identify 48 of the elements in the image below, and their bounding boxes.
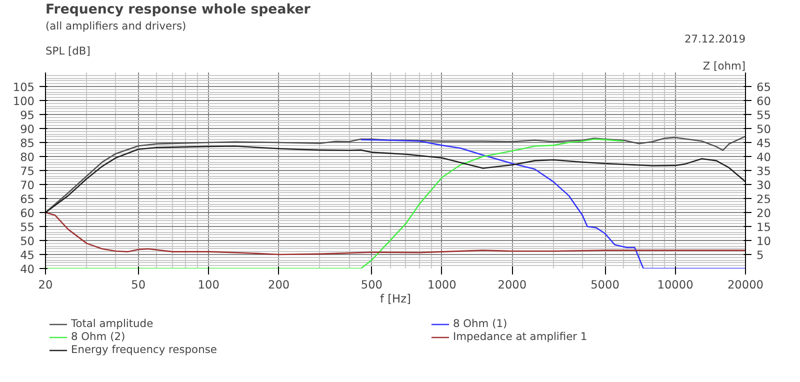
y-tick-label: 75 xyxy=(20,164,35,178)
x-tick-label: 20 xyxy=(38,278,53,292)
legend-label: Total amplitude xyxy=(71,317,154,330)
y-tick-label: 80 xyxy=(20,150,35,164)
y-tick-label: 65 xyxy=(20,192,35,206)
x-tick-label: 10000 xyxy=(657,278,694,292)
y2-tick-label: 65 xyxy=(756,80,771,94)
y-tick-label: 90 xyxy=(20,122,35,136)
x-tick-label: 500 xyxy=(360,278,382,292)
x-tick-label: 100 xyxy=(198,278,220,292)
chart-subtitle: (all amplifiers and drivers) xyxy=(46,20,186,32)
legend-label: Energy frequency response xyxy=(71,343,218,356)
y2-tick-label: 30 xyxy=(756,178,771,192)
x-axis-title: f [Hz] xyxy=(380,292,411,306)
y2-tick-label: 25 xyxy=(756,192,771,206)
y-tick-label: 50 xyxy=(20,234,35,248)
x-tick-label: 20000 xyxy=(727,278,764,292)
y2-tick-label: 50 xyxy=(756,122,771,136)
x-tick-label: 200 xyxy=(268,278,290,292)
y2-tick-label: 15 xyxy=(756,220,771,234)
y-tick-label: 105 xyxy=(12,80,35,94)
text: 27.12.2019 xyxy=(684,32,746,46)
y2-tick-label: 10 xyxy=(756,234,771,248)
y2-axis-title: Z [ohm] xyxy=(702,60,746,72)
y-tick-label: 70 xyxy=(20,178,35,192)
x-tick-label: 2000 xyxy=(498,278,527,292)
y2-tick-label: 20 xyxy=(756,206,771,220)
y2-tick-label: 55 xyxy=(756,108,771,122)
legend-label: 8 Ohm (2) xyxy=(71,330,126,343)
y-tick-label: 55 xyxy=(20,220,35,234)
y-tick-label: 100 xyxy=(12,94,35,108)
y2-tick-label: 5 xyxy=(756,248,764,262)
y2-tick-label: 35 xyxy=(756,164,771,178)
x-tick-label: 50 xyxy=(131,278,146,292)
x-tick-label: 1000 xyxy=(428,278,456,292)
y-tick-label: 85 xyxy=(20,136,35,150)
y-tick-label: 40 xyxy=(20,262,35,276)
legend-label: Impedance at amplifier 1 xyxy=(453,330,588,343)
y2-tick-label: 40 xyxy=(756,150,771,164)
y2-tick-label: 45 xyxy=(756,136,771,150)
y-axis-title: SPL [dB] xyxy=(46,44,90,58)
y-tick-label: 95 xyxy=(20,108,35,122)
y2-tick-label: 60 xyxy=(756,94,771,108)
legend-label: 8 Ohm (1) xyxy=(453,317,508,330)
y-tick-label: 60 xyxy=(20,206,35,220)
y-tick-label: 45 xyxy=(20,248,35,262)
chart-title: Frequency response whole speaker xyxy=(46,2,311,18)
x-tick-label: 5000 xyxy=(590,278,620,292)
